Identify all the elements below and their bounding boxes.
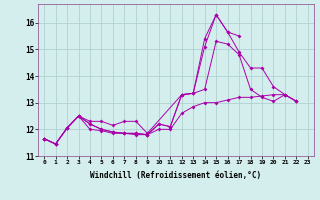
X-axis label: Windchill (Refroidissement éolien,°C): Windchill (Refroidissement éolien,°C) xyxy=(91,171,261,180)
